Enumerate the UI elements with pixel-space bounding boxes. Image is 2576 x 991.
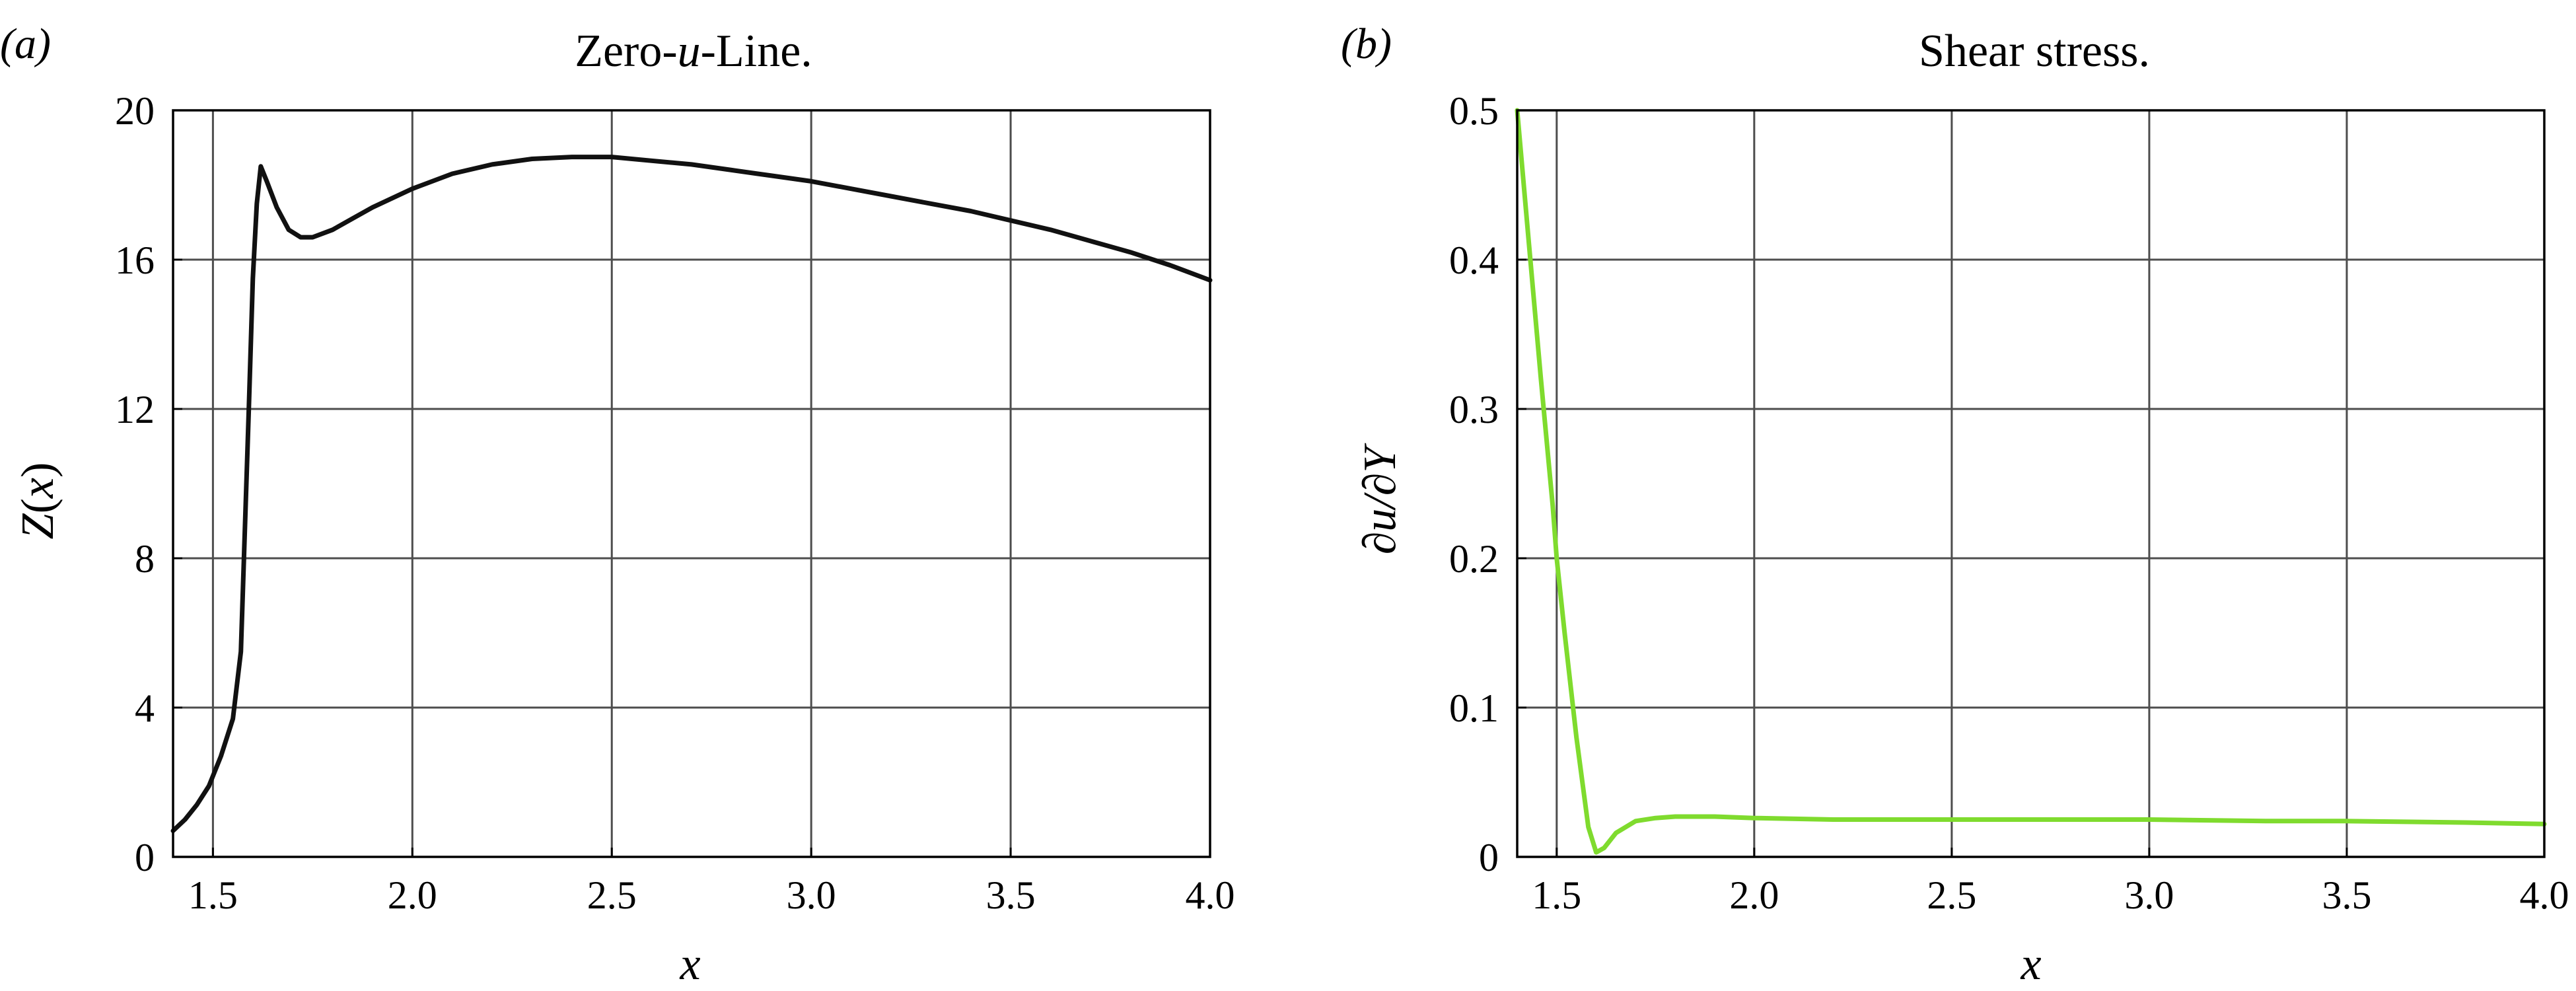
panel-b-xtick-label: 3.5 [2322, 873, 2371, 917]
panel-a-title-part3: -Line. [701, 26, 812, 77]
panel-b-series-line [1515, 108, 2547, 855]
panel-b-xtick-label: 2.0 [1729, 873, 1779, 917]
panel-b-ticks: 1.5 2.0 2.5 3.0 3.5 4.0 0 0.1 0.2 0.3 0.4 0.5 [1449, 89, 2569, 917]
panel-b-ytick-label: 0.1 [1449, 686, 1499, 730]
panel-a-ytick-label: 8 [135, 537, 155, 581]
panel-a-xtick-label: 1.5 [188, 873, 238, 917]
panel-a-ylabel-close: ) [13, 462, 63, 478]
panel-b-ytick-label: 0.2 [1449, 537, 1499, 581]
panel-a-ylabel-x: x [13, 478, 63, 499]
panel-a-title-part1: Zero- [575, 26, 677, 77]
panel-a-label: (a) [0, 20, 51, 68]
panel-a-ytick-label: 12 [115, 388, 155, 431]
panel-a-title: Zero-u-Line. [575, 26, 812, 77]
panel-b: (b) Shear stress. 1.5 2.0 2.5 3.0 3.5 4.0 0 0.1… [1341, 20, 2569, 990]
panel-a-series-line [170, 155, 1213, 833]
panel-a-ytick-label: 20 [115, 89, 155, 133]
panel-a-xlabel: x [679, 939, 700, 990]
panel-b-xlabel: x [2020, 939, 2041, 990]
panel-a-ticks: 1.5 2.0 2.5 3.0 3.5 4.0 0 4 8 12 16 20 [115, 89, 1235, 917]
panel-b-grid [1517, 109, 2546, 858]
panel-b-ylabel: ∂u/∂Y [1355, 443, 1406, 555]
panel-a-xtick-label: 2.0 [388, 873, 437, 917]
panel-b-ytick-label: 0.3 [1449, 388, 1499, 431]
panel-a-xtick-label: 2.5 [587, 873, 637, 917]
panel-b-frame [1516, 109, 2546, 858]
panel-a-title-part2: u [678, 26, 701, 77]
panel-a-ylabel: Z(x) [13, 462, 63, 540]
panel-a-ylabel-z: Z [13, 513, 63, 539]
panel-a-ylabel-open: ( [13, 498, 63, 513]
panel-b-xtick-label: 4.0 [2520, 873, 2569, 917]
panel-b-xtick-label: 2.5 [1927, 873, 1976, 917]
panel-a-ytick-label: 0 [135, 836, 155, 879]
panel-b-ytick-label: 0 [1479, 836, 1499, 879]
panel-b-xtick-label: 1.5 [1532, 873, 1581, 917]
panel-a-xtick-label: 3.5 [986, 873, 1036, 917]
panel-b-title: Shear stress. [1919, 26, 2150, 77]
panel-a-ytick-label: 16 [115, 239, 155, 282]
panel-b-xtick-label: 3.0 [2124, 873, 2174, 917]
panel-b-label: (b) [1341, 20, 1392, 68]
panel-b-ytick-label: 0.5 [1449, 89, 1499, 133]
panel-b-ytick-label: 0.4 [1449, 239, 1499, 282]
panel-a: (a) Zero-u-Line. 1.5 2.0 2.5 3.0 3.5 4.0 0 4 8 12… [0, 20, 1235, 990]
panel-a-frame [172, 109, 1211, 858]
panel-a-xtick-label: 3.0 [787, 873, 836, 917]
panel-a-ytick-label: 4 [135, 686, 155, 730]
panel-a-grid [173, 109, 1211, 858]
panel-a-xtick-label: 4.0 [1186, 873, 1235, 917]
